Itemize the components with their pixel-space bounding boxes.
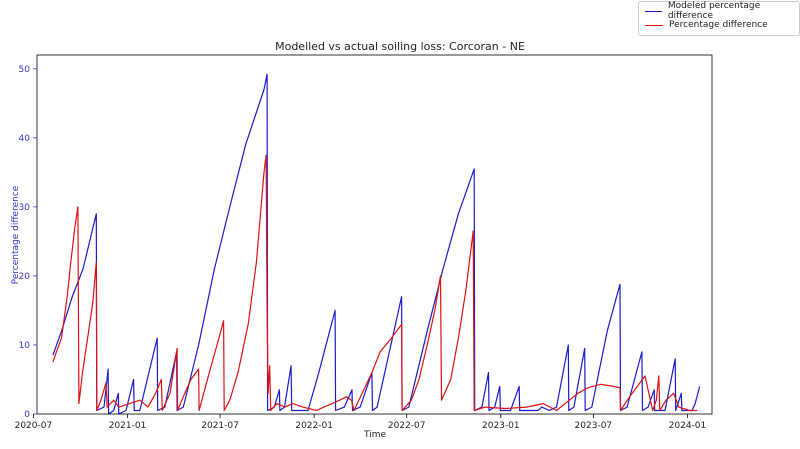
y-axis-label: Percentage difference [11,185,21,285]
series-line-modeled [52,73,701,415]
legend-entry-modeled: Modeled percentage difference [645,1,799,21]
x-tick-label: 2022-07 [388,421,426,431]
axes: 0 10 20 30 40 50 2020-07 2021-01 2021-07 2022-01 2… [15,54,713,431]
x-tick-label: 2021-07 [201,421,239,431]
x-tick-label: 2023-07 [575,421,613,431]
legend-label-modeled: Modeled percentage difference [667,1,761,21]
y-tick-label: 50 [19,65,31,75]
legend-swatch-actual [645,24,663,26]
legend-entry-actual: Percentage difference [645,18,768,32]
series-line-actual [52,154,698,412]
x-tick-label: 2021-01 [109,421,147,431]
y-tick-label: 10 [19,341,31,351]
y-tick-label: 40 [19,134,31,144]
x-tick-label: 2023-01 [482,421,520,431]
x-tick-label: 2022-01 [295,421,333,431]
y-tick-label: 30 [19,203,31,213]
legend-label-actual: Percentage difference [669,20,768,30]
y-tick-label: 20 [19,272,31,282]
y-tick-label: 0 [24,410,30,420]
x-tick-label: 2020-07 [15,421,53,431]
x-axis-label: Time [363,430,387,440]
legend-swatch-modeled [645,10,662,12]
x-tick-label: 2024-01 [669,421,707,431]
plot-frame [36,54,713,415]
series-layer [52,73,701,415]
chart-title: Modelled vs actual soiling loss: Corcora… [275,40,525,53]
legend: Modeled percentage difference Percentage… [638,1,800,36]
